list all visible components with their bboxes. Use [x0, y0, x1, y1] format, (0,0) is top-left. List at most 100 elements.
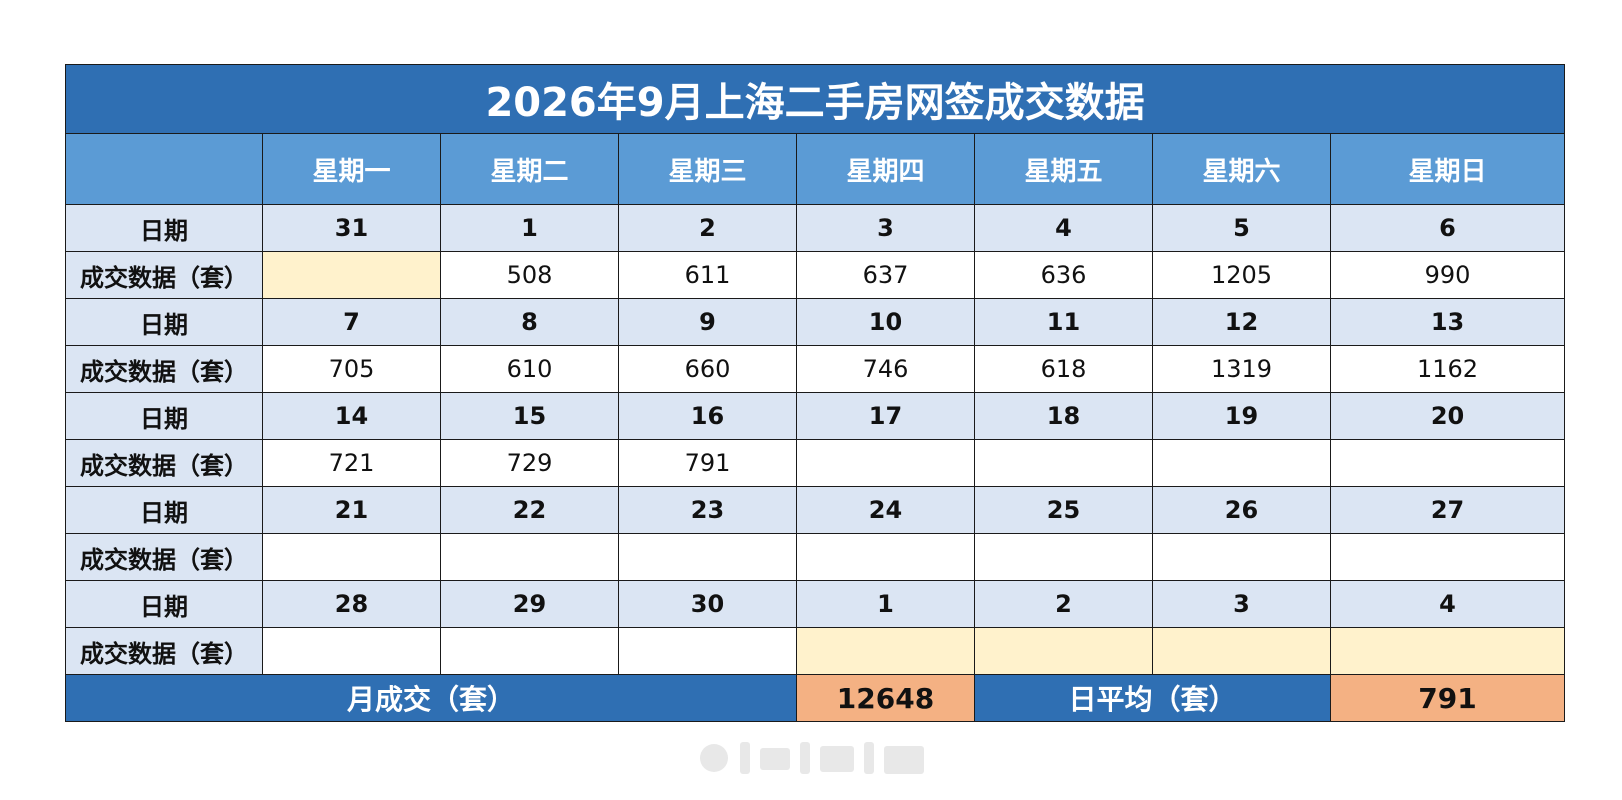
date-cell-mon: 14: [262, 392, 441, 440]
monthly-total-value: 12648: [796, 674, 975, 722]
date-cell-mon: 21: [262, 486, 441, 534]
date-cell-thu: 3: [796, 204, 975, 252]
weekday-header-fri: 星期五: [974, 133, 1153, 205]
date-cell-mon: 31: [262, 204, 441, 252]
date-cell-fri: 25: [974, 486, 1153, 534]
value-cell-tue: [440, 627, 619, 675]
date-cell-sat: 12: [1152, 298, 1331, 346]
weekday-header-mon: 星期一: [262, 133, 441, 205]
value-cell-sun: [1329, 627, 1566, 675]
value-cell-wed: 660: [618, 345, 797, 393]
date-row-label: 日期: [65, 486, 263, 534]
date-cell-wed: 16: [618, 392, 797, 440]
value-cell-wed: 791: [618, 439, 797, 487]
value-cell-sun: 1162: [1329, 345, 1566, 393]
value-cell-mon: 721: [262, 439, 441, 487]
date-cell-tue: 1: [440, 204, 619, 252]
date-cell-fri: 18: [974, 392, 1153, 440]
date-cell-wed: 23: [618, 486, 797, 534]
page-title: 2026年9月上海二手房网签成交数据: [64, 64, 1566, 134]
date-cell-tue: 8: [440, 298, 619, 346]
date-cell-thu: 10: [796, 298, 975, 346]
weekday-header-sun: 星期日: [1329, 133, 1566, 205]
value-cell-sat: [1152, 439, 1331, 487]
transaction-table: 2026年9月上海二手房网签成交数据 星期一 星期二 星期三 星期四 星期五 星…: [64, 64, 1566, 722]
date-cell-sun: 27: [1329, 486, 1566, 534]
value-row: 成交数据（套） 508 611 637 636 1205 990: [65, 251, 1566, 299]
value-cell-sun: [1329, 533, 1566, 581]
date-cell-wed: 2: [618, 204, 797, 252]
value-row-label: 成交数据（套）: [65, 439, 263, 487]
daily-average-value: 791: [1329, 674, 1566, 722]
value-cell-fri: 636: [974, 251, 1153, 299]
daily-average-label: 日平均（套）: [974, 674, 1331, 722]
date-row: 日期 7 8 9 10 11 12 13: [65, 298, 1566, 346]
date-cell-sun: 13: [1329, 298, 1566, 346]
value-cell-mon: [262, 627, 441, 675]
value-cell-mon: 705: [262, 345, 441, 393]
value-cell-tue: 508: [440, 251, 619, 299]
value-cell-thu: 637: [796, 251, 975, 299]
value-cell-fri: [974, 627, 1153, 675]
watermark: [700, 738, 930, 778]
value-cell-sat: 1205: [1152, 251, 1331, 299]
value-cell-tue: 610: [440, 345, 619, 393]
date-row-label: 日期: [65, 204, 263, 252]
value-row: 成交数据（套） 721 729 791: [65, 439, 1566, 487]
date-cell-sun: 6: [1329, 204, 1566, 252]
date-row-label: 日期: [65, 580, 263, 628]
date-cell-sat: 26: [1152, 486, 1331, 534]
date-cell-mon: 28: [262, 580, 441, 628]
date-row: 日期 21 22 23 24 25 26 27: [65, 486, 1566, 534]
weekday-header-thu: 星期四: [796, 133, 975, 205]
weekday-header-tue: 星期二: [440, 133, 619, 205]
date-row-label: 日期: [65, 298, 263, 346]
date-cell-thu: 24: [796, 486, 975, 534]
value-row: 成交数据（套）: [65, 627, 1566, 675]
value-row: 成交数据（套）: [65, 533, 1566, 581]
value-cell-sat: [1152, 627, 1331, 675]
date-cell-fri: 2: [974, 580, 1153, 628]
date-row-label: 日期: [65, 392, 263, 440]
value-cell-thu: [796, 533, 975, 581]
value-cell-fri: [974, 439, 1153, 487]
value-row-label: 成交数据（套）: [65, 345, 263, 393]
title-row: 2026年9月上海二手房网签成交数据: [64, 64, 1566, 134]
value-cell-sat: 1319: [1152, 345, 1331, 393]
weekday-header-wed: 星期三: [618, 133, 797, 205]
value-cell-thu: [796, 439, 975, 487]
value-cell-wed: [618, 533, 797, 581]
value-row: 成交数据（套） 705 610 660 746 618 1319 1162: [65, 345, 1566, 393]
date-cell-sun: 4: [1329, 580, 1566, 628]
date-cell-wed: 9: [618, 298, 797, 346]
monthly-total-label: 月成交（套）: [65, 674, 797, 722]
date-cell-sat: 5: [1152, 204, 1331, 252]
date-cell-sun: 20: [1329, 392, 1566, 440]
value-row-label: 成交数据（套）: [65, 627, 263, 675]
value-row-label: 成交数据（套）: [65, 251, 263, 299]
value-cell-mon: [262, 533, 441, 581]
date-cell-tue: 15: [440, 392, 619, 440]
value-cell-thu: [796, 627, 975, 675]
weekday-header-sat: 星期六: [1152, 133, 1331, 205]
value-cell-sat: [1152, 533, 1331, 581]
header-corner-cell: [65, 133, 263, 205]
date-cell-mon: 7: [262, 298, 441, 346]
date-cell-fri: 11: [974, 298, 1153, 346]
date-cell-sat: 3: [1152, 580, 1331, 628]
value-cell-fri: 618: [974, 345, 1153, 393]
date-cell-thu: 1: [796, 580, 975, 628]
value-cell-sun: [1329, 439, 1566, 487]
date-cell-sat: 19: [1152, 392, 1331, 440]
value-cell-mon: [262, 251, 441, 299]
date-row: 日期 31 1 2 3 4 5 6: [65, 204, 1566, 252]
date-cell-wed: 30: [618, 580, 797, 628]
value-cell-wed: [618, 627, 797, 675]
value-cell-wed: 611: [618, 251, 797, 299]
value-cell-sun: 990: [1329, 251, 1566, 299]
date-row: 日期 28 29 30 1 2 3 4: [65, 580, 1566, 628]
weekday-header-row: 星期一 星期二 星期三 星期四 星期五 星期六 星期日: [65, 133, 1566, 205]
table-body: 2026年9月上海二手房网签成交数据 星期一 星期二 星期三 星期四 星期五 星…: [64, 64, 1566, 722]
date-cell-thu: 17: [796, 392, 975, 440]
value-cell-thu: 746: [796, 345, 975, 393]
